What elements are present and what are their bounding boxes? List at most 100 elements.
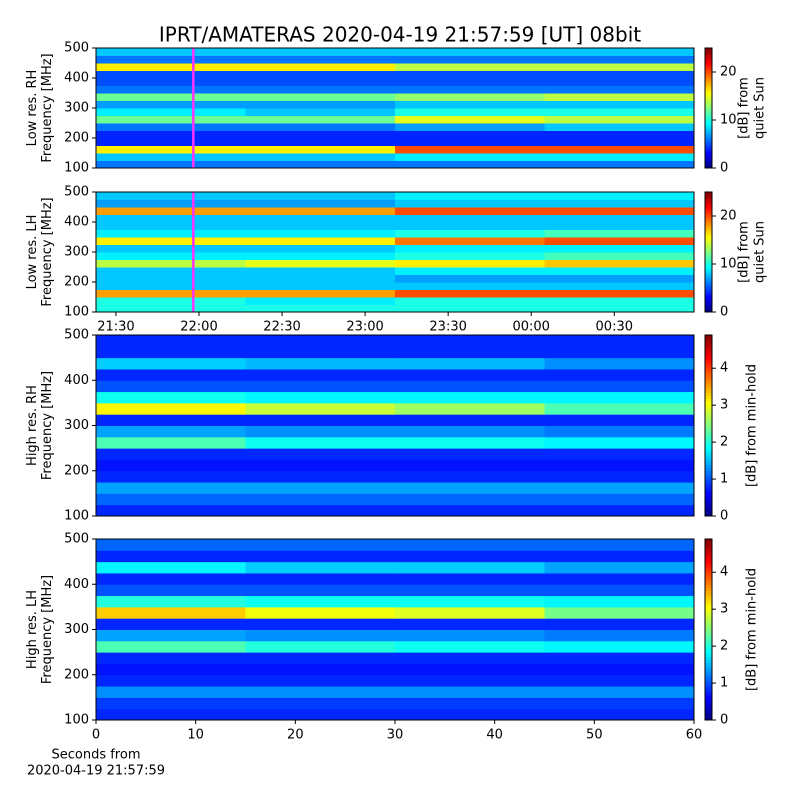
colorbar-swatch — [705, 680, 712, 685]
colorbar-swatch — [705, 280, 712, 283]
heatmap-cell — [544, 237, 695, 245]
colorbar-swatch — [705, 497, 712, 502]
heatmap-cell — [96, 289, 246, 298]
colorbar-swatch — [705, 164, 712, 167]
y-tick-label: 300 — [64, 622, 89, 637]
colorbar-swatch — [705, 473, 712, 478]
colorbar-swatch — [705, 599, 712, 603]
x-tick-label: 10 — [187, 728, 204, 743]
colorbar-swatch — [705, 142, 712, 145]
heatmap-cell — [245, 606, 396, 619]
heatmap-cell — [245, 244, 396, 253]
y-tick-label: 500 — [64, 185, 89, 200]
heatmap-cell — [544, 108, 695, 116]
colorbar-swatch — [705, 254, 712, 257]
colorbar-swatch — [705, 608, 712, 612]
heatmap-cell — [395, 192, 545, 200]
x-tick-label: 30 — [387, 728, 404, 743]
colorbar-swatch — [705, 132, 712, 135]
heatmap-cell — [96, 267, 246, 275]
colorbar-swatch — [705, 214, 712, 217]
colorbar-swatch — [705, 194, 712, 197]
colorbar-swatch — [705, 198, 712, 201]
y-tick-label: 500 — [64, 41, 89, 56]
colorbar-swatch — [705, 130, 712, 133]
heatmap-cell — [395, 402, 545, 415]
colorbar-tick-label: 20 — [720, 209, 737, 224]
heatmap-cell — [395, 539, 545, 551]
heatmap-cell — [96, 222, 246, 230]
colorbar-swatch — [705, 288, 712, 291]
colorbar-swatch — [705, 707, 712, 712]
colorbar-tick-label: 0 — [720, 509, 728, 524]
heatmap-cell — [96, 55, 246, 64]
heatmap-cell — [395, 493, 545, 506]
colorbar-swatch — [705, 76, 712, 79]
heatmap-cell — [395, 145, 545, 154]
colorbar-swatch — [705, 270, 712, 273]
heatmap-cell — [544, 145, 695, 154]
heatmap-cell — [395, 380, 545, 393]
colorbar-swatch — [705, 665, 712, 670]
heatmap-cell — [544, 539, 695, 551]
heatmap-cell — [245, 482, 396, 494]
colorbar-tick-label: 10 — [720, 113, 737, 128]
heatmap-cell — [544, 391, 695, 404]
heatmap-cell — [245, 229, 396, 238]
heatmap-cell — [544, 663, 695, 676]
x-tick-label: 0 — [92, 728, 100, 743]
heatmap-cell — [544, 138, 695, 146]
colorbar-swatch — [705, 416, 712, 420]
colorbar-label: [dB] from min-hold — [745, 568, 760, 691]
x-axis-label: 2020-04-19 21:57:59 — [27, 764, 165, 779]
colorbar-swatch — [705, 611, 712, 615]
heatmap-cell — [245, 504, 396, 517]
colorbar-swatch — [705, 431, 712, 436]
x-tick-label: 23:00 — [346, 320, 383, 335]
heatmap-cell — [96, 282, 246, 290]
colorbar-swatch — [705, 479, 712, 484]
heatmap-cell — [544, 652, 695, 664]
colorbar-swatch — [705, 216, 712, 219]
heatmap-cell — [395, 115, 545, 124]
colorbar-swatch — [705, 108, 712, 111]
y-axis-label: Low res. LH — [25, 215, 40, 290]
heatmap-cell — [245, 391, 396, 404]
colorbar-swatch — [705, 92, 712, 95]
y-tick-label: 100 — [64, 305, 89, 320]
heatmap-cell — [544, 192, 695, 200]
heatmap-cell — [96, 252, 246, 260]
y-axis-label: High res. RH — [25, 385, 40, 466]
colorbar-swatch — [705, 56, 712, 59]
colorbar-swatch — [705, 578, 712, 582]
colorbar-swatch — [705, 470, 712, 475]
heatmap-cell — [96, 561, 246, 574]
colorbar-swatch — [705, 258, 712, 261]
colorbar-swatch — [705, 138, 712, 141]
heatmap-cell — [96, 368, 246, 381]
heatmap-cell — [395, 259, 545, 268]
heatmap-cell — [395, 108, 545, 116]
heatmap-cell — [395, 100, 545, 109]
x-tick-label: 00:00 — [512, 320, 549, 335]
heatmap-cell — [544, 100, 695, 109]
colorbar-swatch — [705, 662, 712, 667]
heatmap-cell — [96, 436, 246, 449]
heatmap-cell — [245, 252, 396, 260]
colorbar-swatch — [705, 629, 712, 634]
heatmap-cell — [544, 48, 695, 56]
colorbar-swatch — [705, 152, 712, 155]
heatmap-cell — [96, 470, 246, 483]
heatmap-cell — [96, 391, 246, 404]
colorbar-swatch — [705, 300, 712, 303]
colorbar-swatch — [705, 494, 712, 499]
heatmap-cell — [544, 267, 695, 275]
heatmap-cell — [245, 237, 396, 245]
colorbar-swatch — [705, 120, 712, 123]
heatmap-cell — [96, 237, 246, 245]
colorbar-swatch — [705, 710, 712, 715]
colorbar-swatch — [705, 632, 712, 637]
heatmap-cell — [395, 414, 545, 426]
heatmap-cell — [96, 259, 246, 268]
colorbar-swatch — [705, 602, 712, 606]
